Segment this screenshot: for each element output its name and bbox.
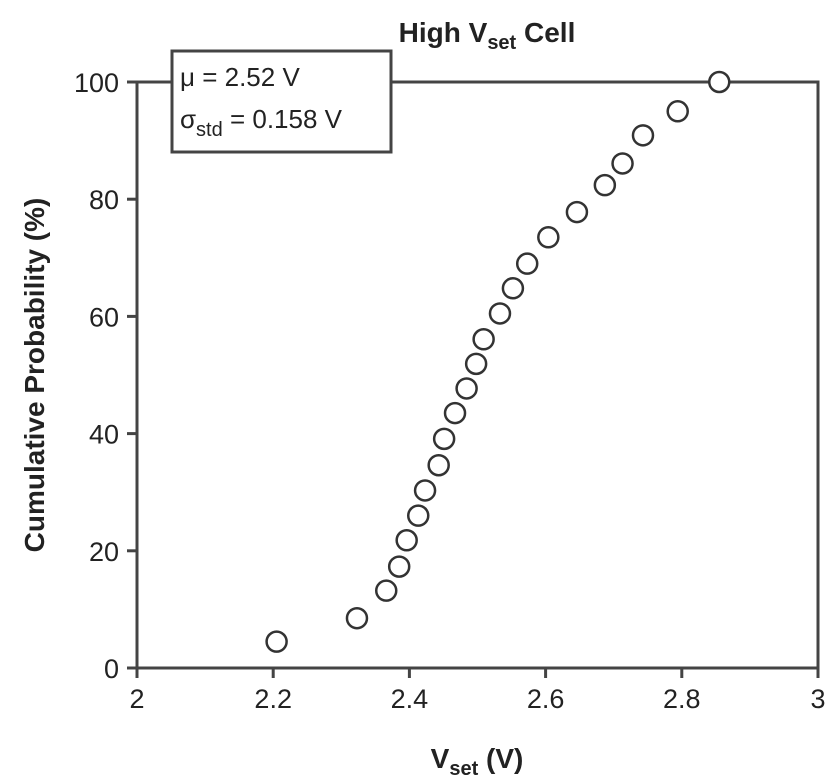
data-points [265,70,731,653]
data-point [708,70,731,94]
data-point [387,555,411,578]
axis-ticks: 2 2.2 2.4 2.6 2.8 3 0 20 40 60 80 100 [74,68,826,714]
data-point [413,479,437,502]
data-point [537,226,560,249]
y-tick-label: 20 [89,537,119,567]
y-tick-label: 60 [89,302,119,332]
y-axis-label: Cumulative Probability (%) [19,198,50,553]
x-axis-label: Vset (V) [431,743,524,780]
data-point [666,100,689,123]
y-tick-label: 0 [104,654,119,684]
y-tick-label: 100 [74,68,119,98]
data-point [427,453,450,477]
y-tick-label: 80 [89,185,119,215]
data-point [472,328,495,351]
chart-title: High Vset Cell [399,17,576,54]
annotation-box [170,49,393,154]
x-tick-label: 3 [810,684,825,714]
data-point [443,401,467,425]
data-point [515,252,539,275]
data-point [265,630,288,653]
data-point [455,377,478,400]
x-tick-label: 2.6 [527,684,565,714]
data-point [501,277,525,300]
data-point [565,200,589,224]
x-tick-label: 2 [129,684,144,714]
sigma-text: σstd = 0.158 V [180,104,343,141]
data-point [464,352,488,376]
x-tick-label: 2.8 [663,684,701,714]
x-tick-label: 2.4 [391,684,429,714]
mu-text: μ = 2.52 V [180,62,300,92]
data-point [631,124,655,147]
data-point [345,606,369,630]
data-point [593,173,617,197]
data-point [395,529,418,552]
data-point [611,152,634,175]
plot-frame [135,80,820,670]
data-point [374,579,398,602]
data-point [488,302,512,325]
y-tick-label: 40 [89,420,119,450]
stats-annotation: μ = 2.52 V σstd = 0.158 V [170,49,393,154]
x-tick-label: 2.2 [254,684,292,714]
data-point [432,427,456,451]
data-point [407,504,430,527]
